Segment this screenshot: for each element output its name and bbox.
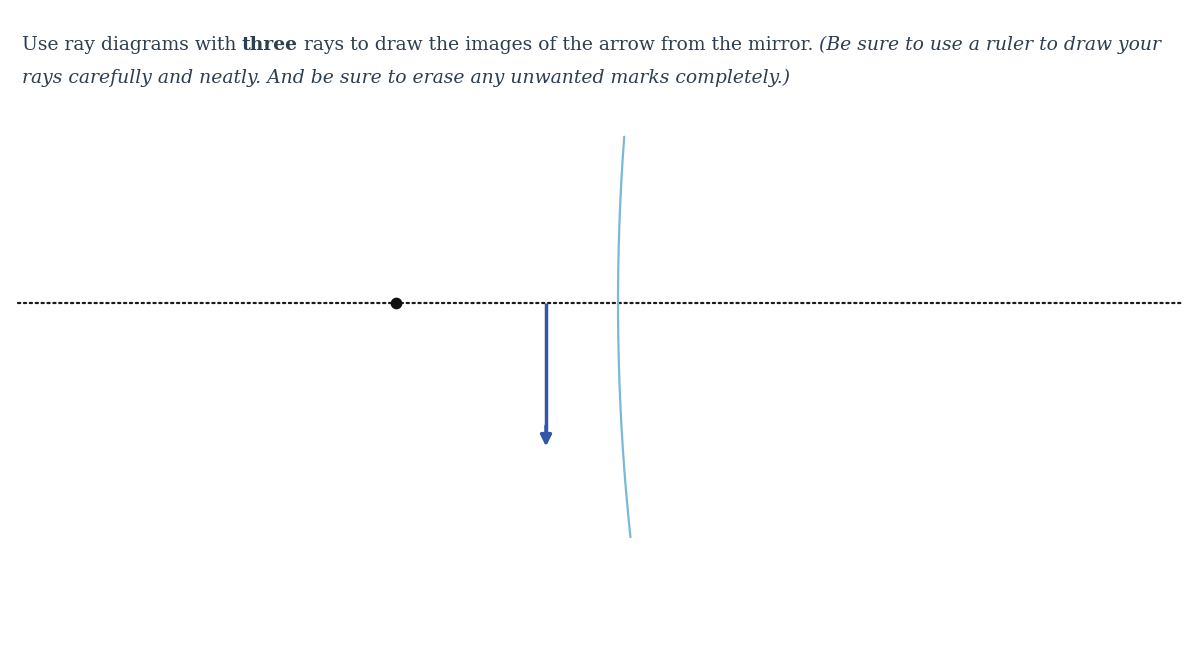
Text: Use ray diagrams with: Use ray diagrams with [22, 36, 242, 54]
Text: three: three [242, 36, 298, 54]
Point [386, 298, 406, 308]
Text: rays to draw the images of the arrow from the mirror.: rays to draw the images of the arrow fro… [298, 36, 820, 54]
Text: rays carefully and neatly. And be sure to erase any unwanted marks completely.): rays carefully and neatly. And be sure t… [22, 68, 790, 87]
Text: (Be sure to use a ruler to draw your: (Be sure to use a ruler to draw your [820, 36, 1162, 54]
